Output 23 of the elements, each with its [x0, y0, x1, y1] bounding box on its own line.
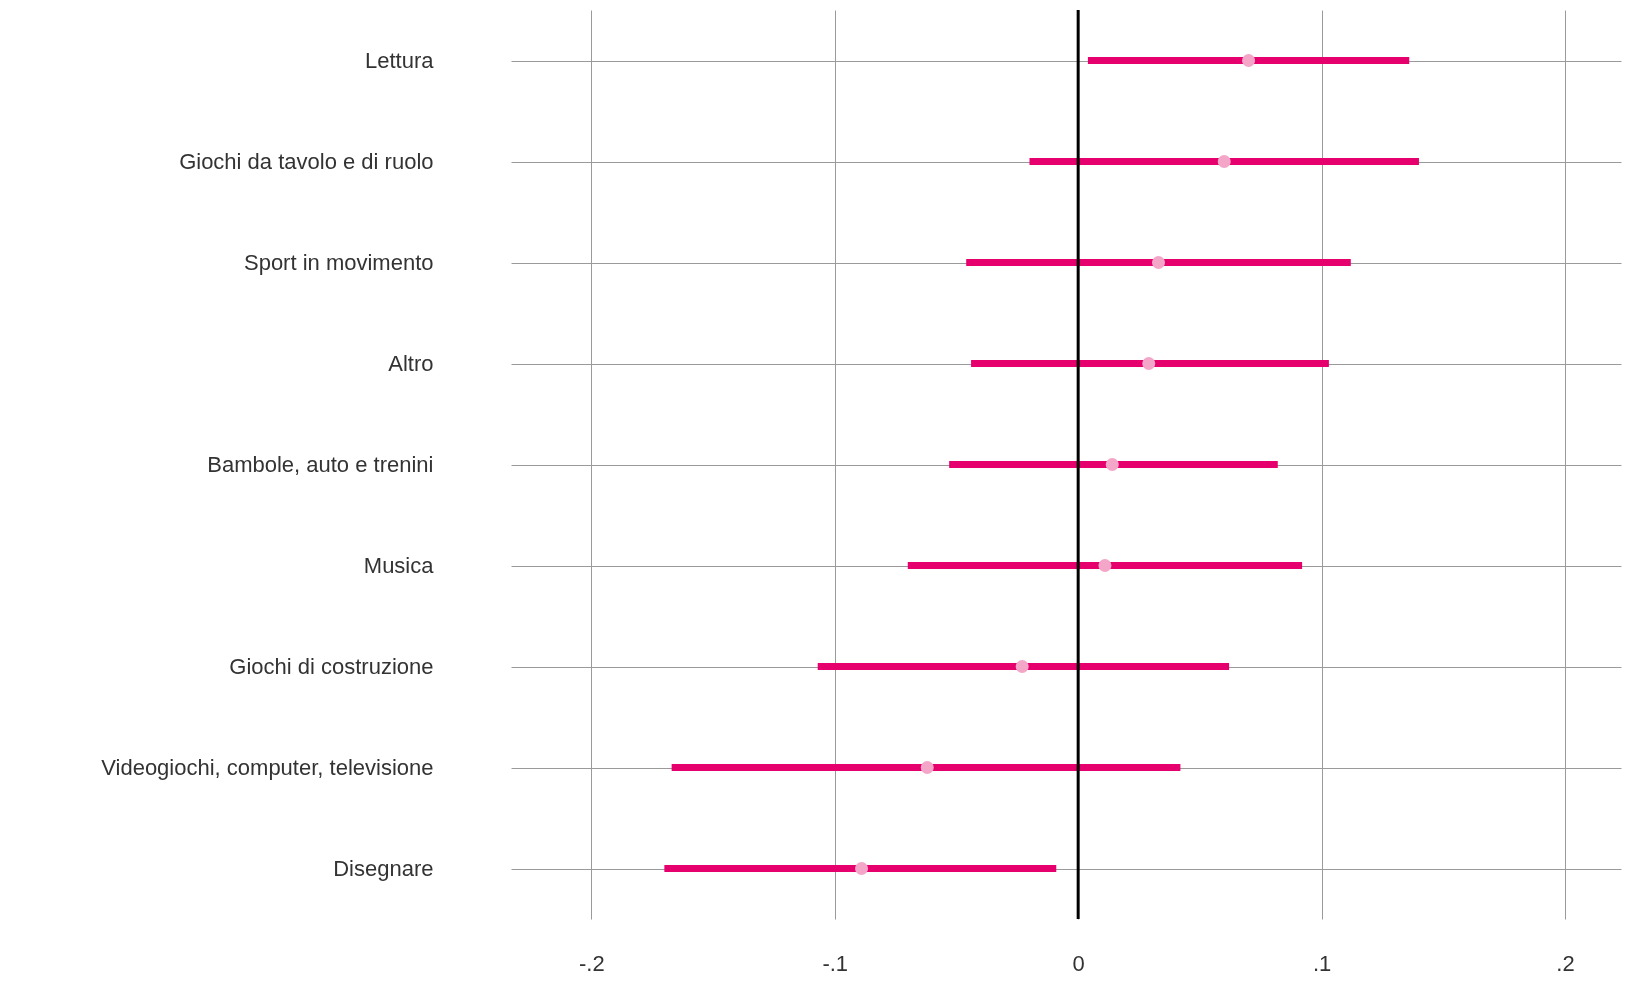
point [1217, 154, 1231, 169]
x-tick-label: .1 [1312, 950, 1332, 976]
x-tick-label: -.1 [822, 950, 849, 976]
point [855, 861, 869, 876]
y-tick-label: Giochi da tavolo e di ruolo [179, 149, 434, 174]
point [920, 760, 934, 775]
y-tick-label: Musica [363, 553, 435, 578]
y-tick-label: Lettura [365, 48, 435, 73]
y-tick-label: Giochi di costruzione [229, 654, 434, 679]
y-tick-label: Sport in movimento [243, 250, 434, 275]
point [1105, 457, 1119, 472]
point [1098, 558, 1112, 573]
y-tick-label: Altro [388, 351, 434, 376]
point [1242, 53, 1256, 68]
x-tick-label: -.2 [578, 950, 605, 976]
point [1151, 255, 1166, 270]
x-tick-label: .2 [1556, 950, 1575, 976]
point [1015, 659, 1029, 674]
y-tick-label: Bambole, auto e trenini [207, 452, 434, 477]
y-tick-label: Videogiochi, computer, televisione [101, 755, 434, 780]
y-tick-label: Disegnare [333, 856, 434, 881]
x-tick-label: 0 [1072, 950, 1085, 976]
point [1142, 356, 1156, 371]
